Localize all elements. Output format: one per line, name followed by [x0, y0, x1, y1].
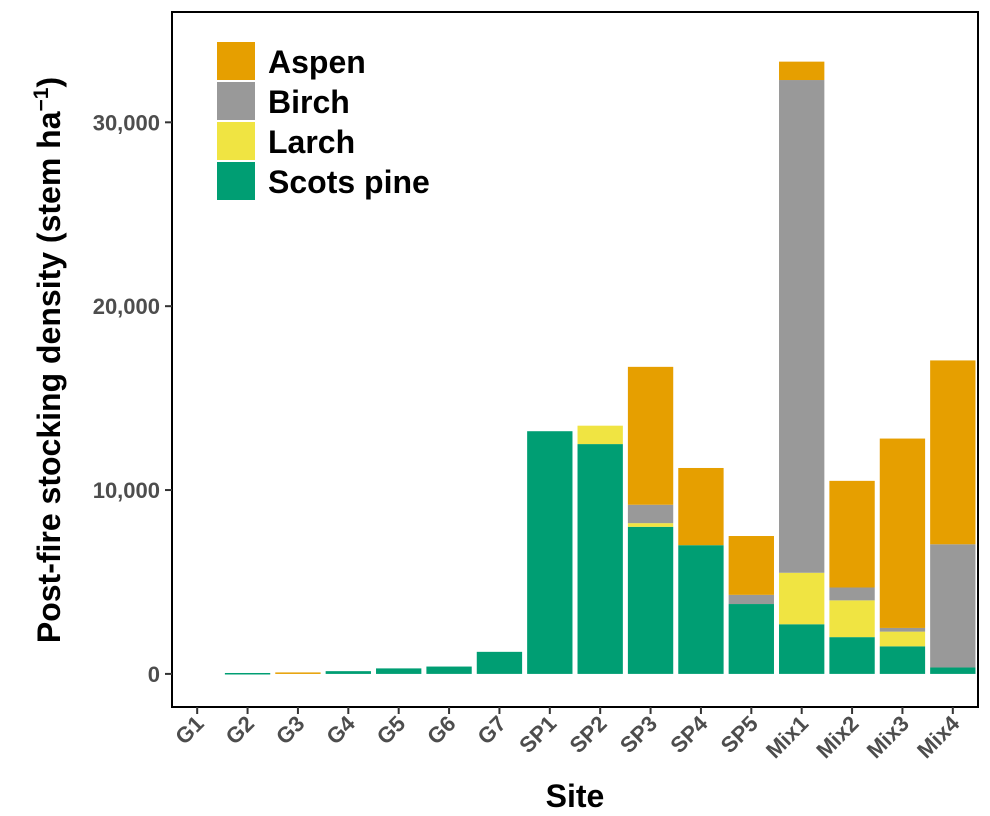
x-tick-label-g1: G1: [170, 711, 208, 749]
bar-segment-sp3-aspen: [627, 366, 674, 505]
bar-segment-mix3-aspen: [879, 438, 926, 628]
x-tick-label-g2: G2: [221, 711, 259, 749]
bar-segment-mix4-aspen: [930, 360, 976, 545]
bar-segment-mix1-birch: [779, 80, 825, 573]
y-tick-label: 20,000: [93, 294, 160, 319]
x-tick-label-g4: G4: [321, 710, 360, 749]
x-tick-label-g7: G7: [473, 711, 511, 749]
y-axis-title: Post-fire stocking density (stem ha−1): [30, 77, 67, 643]
x-tick-label-sp2: SP2: [565, 711, 612, 758]
y-axis: 0 10,000 20,000 30,000: [93, 110, 172, 687]
bar-segment-mix3-scots-pine: [879, 646, 926, 674]
bar-segment-sp3-larch: [627, 523, 674, 527]
x-tick-label-g5: G5: [372, 711, 410, 749]
y-axis-title-text: Post-fire stocking density (stem ha: [31, 111, 67, 643]
x-tick-label-mix4: Mix4: [912, 710, 965, 763]
bar-segment-mix1-aspen: [779, 61, 825, 81]
plot-panel-border: [171, 11, 979, 708]
bar-segment-sp3-scots-pine: [627, 526, 674, 674]
legend-swatch-scots-pine: [217, 162, 255, 200]
bar-segment-sp4-aspen: [678, 467, 724, 546]
bar-segment-g6-scots-pine: [426, 666, 472, 674]
bar-segment-mix3-birch: [879, 627, 926, 632]
x-tick-label-sp1: SP1: [514, 711, 561, 758]
bar-segment-g7-scots-pine: [476, 651, 523, 674]
x-axis: G1 G2 G3 G4 G5 G6 G7 SP1 SP2 SP3 SP4 SP5Mix1Mix2Mix…: [170, 707, 965, 763]
legend-label-scots-pine: Scots pine: [268, 164, 430, 200]
x-tick-label-g6: G6: [422, 711, 460, 749]
x-tick-label-g3: G3: [271, 711, 309, 749]
legend-label-aspen: Aspen: [268, 44, 366, 80]
bar-segment-g5-scots-pine: [376, 668, 422, 674]
legend-swatch-larch: [217, 122, 255, 160]
x-tick-label-mix1: Mix1: [761, 711, 813, 763]
bar-segment-mix4-birch: [930, 544, 976, 668]
y-tick-label: 0: [148, 662, 160, 687]
bar-segment-sp3-birch: [627, 504, 674, 524]
bar-segment-g2-scots-pine: [224, 672, 271, 675]
x-tick-label-mix3: Mix3: [862, 711, 914, 763]
y-tick-label: 10,000: [93, 478, 160, 503]
x-tick-label-mix2: Mix2: [811, 711, 863, 763]
bar-segment-sp5-birch: [728, 594, 774, 605]
bar-segment-mix1-larch: [779, 572, 825, 625]
bar-segment-sp4-scots-pine: [678, 545, 724, 674]
x-tick-label-sp5: SP5: [716, 711, 763, 758]
bar-segment-g3-aspen: [275, 672, 321, 674]
bar-segment-mix2-scots-pine: [829, 637, 875, 674]
bars-layer: [224, 61, 976, 675]
x-axis-title: Site: [546, 778, 605, 814]
y-tick-label: 30,000: [93, 110, 160, 135]
bar-segment-sp1-scots-pine: [527, 431, 573, 674]
bar-segment-sp5-scots-pine: [728, 604, 774, 674]
bar-segment-mix2-birch: [829, 587, 875, 601]
bar-segment-mix3-larch: [879, 631, 926, 647]
x-tick-label-sp4: SP4: [665, 710, 713, 758]
x-tick-label-sp3: SP3: [615, 711, 662, 758]
bar-segment-sp5-aspen: [728, 536, 774, 595]
bar-segment-mix1-scots-pine: [779, 624, 825, 674]
bar-segment-g4-scots-pine: [325, 671, 371, 674]
legend-swatch-birch: [217, 82, 255, 120]
bar-segment-mix2-larch: [829, 600, 875, 638]
bar-segment-sp2-larch: [577, 425, 623, 445]
legend-label-birch: Birch: [268, 84, 350, 120]
legend: Aspen Birch Larch Scots pine: [217, 42, 430, 200]
y-axis-title-superscript: −1: [30, 87, 53, 111]
bar-segment-mix4-scots-pine: [930, 667, 976, 674]
y-axis-title-close: ): [31, 77, 67, 88]
legend-swatch-aspen: [217, 42, 255, 80]
bar-segment-mix2-aspen: [829, 480, 875, 588]
bar-segment-sp2-scots-pine: [577, 444, 623, 674]
legend-label-larch: Larch: [268, 124, 355, 160]
